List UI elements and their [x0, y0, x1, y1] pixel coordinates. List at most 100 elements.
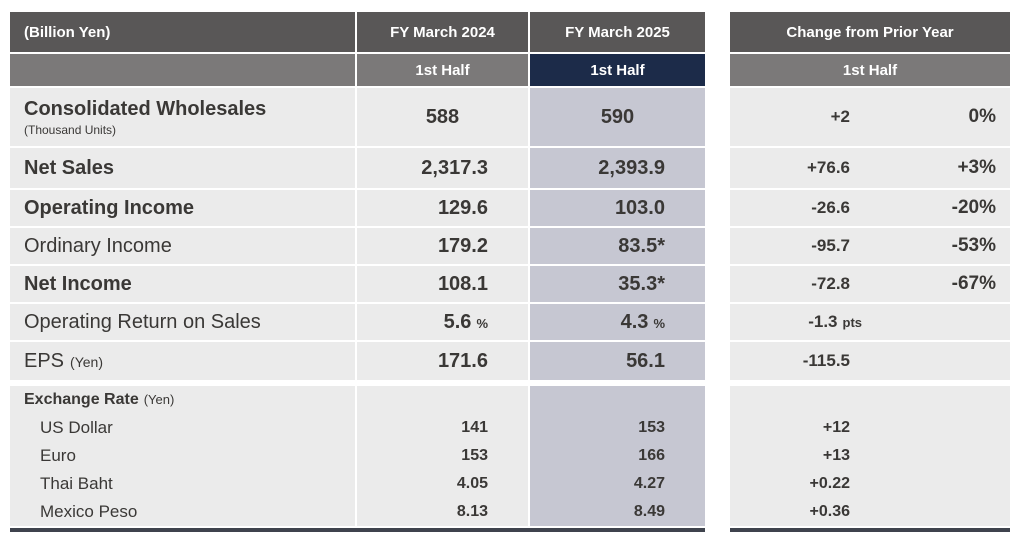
change-pct-eps — [890, 342, 1010, 380]
value-2024-wholesales: 588 — [357, 88, 528, 146]
change-value-ros: -1.3 pts — [730, 304, 890, 340]
ros-2025-value: 4.3 — [620, 310, 649, 333]
change-exchange-thai-baht: +0.22 — [809, 475, 850, 492]
exchange-title-text: Exchange Rate — [24, 391, 139, 408]
change-exchange-mexico-peso: +0.36 — [809, 503, 850, 520]
change-pct-wholesales: 0% — [968, 106, 996, 127]
change-value-wholesales: +2 — [830, 107, 850, 126]
exchange-rate-block: Exchange Rate (Yen) US Dollar Euro Thai … — [10, 386, 705, 526]
exchange-label-thai-baht: Thai Baht — [40, 474, 113, 493]
value-2024-net-sales: 2,317.3 — [357, 148, 528, 188]
row-label-net-sales: Net Sales — [10, 148, 355, 188]
change-exchange-block: +12 +13 +0.22 +0.36 — [730, 386, 1010, 526]
eps-label-note: (Yen) — [70, 353, 103, 370]
change-row-net-sales: +76.6 +3% — [730, 148, 1010, 188]
main-subheader-row: 1st Half 1st Half — [10, 54, 705, 86]
value-2025-net-income: 35.3* — [530, 266, 705, 302]
change-row-eps: -115.5 — [730, 342, 1010, 380]
change-subheader-row: 1st Half — [730, 54, 1010, 86]
change-subheader-1st-half: 1st Half — [842, 61, 898, 79]
exchange-2024-euro: 153 — [461, 447, 488, 464]
change-value-net-income: -72.8 — [811, 274, 850, 293]
change-value-ordinary-income: -95.7 — [811, 236, 850, 255]
value-2025-wholesales: 590 — [530, 88, 705, 146]
table-row-operating-return-on-sales: Operating Return on Sales 5.6 % 4.3 % — [10, 304, 705, 340]
change-pct-net-income: -67% — [951, 273, 996, 294]
value-2024-eps: 171.6 — [357, 342, 528, 380]
exchange-2025-column: 153 166 4.27 8.49 — [530, 386, 705, 526]
subheader-spacer — [10, 54, 355, 86]
row-label-ordinary-income: Ordinary Income — [10, 228, 355, 264]
change-title: Change from Prior Year — [786, 23, 954, 41]
row-label-eps: EPS (Yen) — [10, 342, 355, 380]
change-value-eps: -115.5 — [802, 351, 850, 370]
change-pct-operating-income: -20% — [951, 197, 996, 218]
exchange-2025-spacer — [530, 386, 705, 414]
value-2024-operating-income: 129.6 — [357, 190, 528, 226]
row-label-note: (Thousand Units) — [24, 122, 117, 137]
change-header-row: Change from Prior Year — [730, 12, 1010, 52]
exchange-2024-column: 141 153 4.05 8.13 — [357, 386, 528, 526]
subheader-2025-1st-half: 1st Half — [530, 54, 705, 86]
row-label-operating-income: Operating Income — [10, 190, 355, 226]
change-row-wholesales: +2 0% — [730, 88, 1010, 146]
table-row-net-sales: Net Sales 2,317.3 2,393.9 — [10, 148, 705, 188]
change-exchange-mexico-peso-row: +0.36 — [730, 498, 1010, 526]
table-row-consolidated-wholesales: Consolidated Wholesales (Thousand Units)… — [10, 88, 705, 146]
exchange-label-mexico-peso: Mexico Peso — [40, 502, 138, 521]
change-exchange-us-dollar: +12 — [822, 419, 850, 436]
ros-change-value: -1.3 — [808, 312, 838, 331]
change-value-operating-income: -26.6 — [811, 198, 850, 217]
value-2024-net-income: 108.1 — [357, 266, 528, 302]
change-table-bottom-bar — [730, 528, 1010, 532]
main-table: (Billion Yen) FY March 2024 FY March 202… — [10, 12, 705, 532]
exchange-2024-mexico-peso: 8.13 — [456, 503, 488, 520]
change-row-ordinary-income: -95.7 -53% — [730, 228, 1010, 264]
exchange-2025-euro: 166 — [638, 447, 665, 464]
main-header-row: (Billion Yen) FY March 2024 FY March 202… — [10, 12, 705, 52]
row-label-net-income: Net Income — [10, 266, 355, 302]
value-2025-ordinary-income: 83.5* — [530, 228, 705, 264]
change-exchange-euro-row: +13 — [730, 442, 1010, 470]
change-table: Change from Prior Year 1st Half +2 0% +7… — [730, 12, 1010, 532]
exchange-label-column: Exchange Rate (Yen) US Dollar Euro Thai … — [10, 386, 355, 526]
change-row-operating-income: -26.6 -20% — [730, 190, 1010, 226]
exchange-2025-us-dollar: 153 — [638, 419, 665, 436]
change-exchange-thai-baht-row: +0.22 — [730, 470, 1010, 498]
change-exchange-us-dollar-row: +12 — [730, 414, 1010, 442]
exchange-2025-thai-baht: 4.27 — [633, 475, 665, 492]
eps-label-text: EPS — [24, 349, 65, 372]
change-row-net-income: -72.8 -67% — [730, 266, 1010, 302]
col-header-fy2025: FY March 2025 — [530, 12, 705, 52]
value-2024-ros: 5.6 % — [357, 304, 528, 340]
exchange-label-euro: Euro — [40, 446, 76, 465]
unit-label: (Billion Yen) — [10, 12, 355, 52]
ros-2024-unit: % — [476, 315, 488, 331]
table-row-ordinary-income: Ordinary Income 179.2 83.5* — [10, 228, 705, 264]
change-row-ros: -1.3 pts — [730, 304, 1010, 340]
table-row-eps: EPS (Yen) 171.6 56.1 — [10, 342, 705, 380]
exchange-2024-thai-baht: 4.05 — [456, 475, 488, 492]
change-pct-ordinary-income: -53% — [951, 235, 996, 256]
value-2025-eps: 56.1 — [530, 342, 705, 380]
value-2025-net-sales: 2,393.9 — [530, 148, 705, 188]
value-2025-operating-income: 103.0 — [530, 190, 705, 226]
value-2025-ros: 4.3 % — [530, 304, 705, 340]
exchange-label-us-dollar: US Dollar — [40, 418, 113, 437]
ros-2025-unit: % — [653, 315, 665, 331]
ros-2024-value: 5.6 — [443, 310, 472, 333]
row-label-consolidated-wholesales: Consolidated Wholesales (Thousand Units) — [10, 88, 355, 146]
change-pct-ros — [890, 304, 1010, 340]
exchange-2025-mexico-peso: 8.49 — [633, 503, 665, 520]
row-label-ros: Operating Return on Sales — [10, 304, 355, 340]
exchange-2024-spacer — [357, 386, 528, 414]
main-table-bottom-bar — [10, 528, 705, 532]
change-pct-net-sales: +3% — [957, 157, 996, 178]
exchange-rate-title: Exchange Rate (Yen) — [10, 386, 355, 414]
change-exchange-spacer — [730, 386, 1010, 414]
value-2024-ordinary-income: 179.2 — [357, 228, 528, 264]
col-header-fy2024: FY March 2024 — [357, 12, 528, 52]
table-row-operating-income: Operating Income 129.6 103.0 — [10, 190, 705, 226]
table-row-net-income: Net Income 108.1 35.3* — [10, 266, 705, 302]
